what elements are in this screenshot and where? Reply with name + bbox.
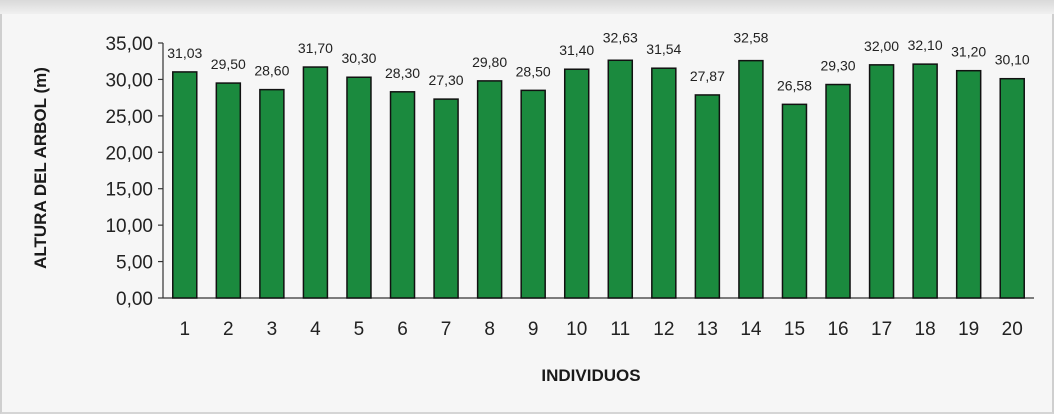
data-label: 32,00 (864, 38, 899, 54)
data-label: 31,03 (167, 45, 202, 61)
y-axis: 0,00 5,00 10,00 15,00 20,00 25,00 30,00 35,00 (105, 34, 164, 310)
x-tick-label: 17 (871, 319, 892, 340)
data-label: 29,80 (472, 54, 507, 70)
bar (476, 80, 503, 299)
data-label: 29,30 (821, 58, 856, 74)
bar (955, 69, 982, 299)
bar (302, 66, 329, 299)
x-tick-label: 18 (915, 319, 936, 340)
data-label: 31,20 (951, 44, 986, 60)
data-label: 29,50 (211, 56, 246, 72)
bar (259, 88, 285, 299)
x-tick-label: 9 (528, 319, 539, 340)
bar (433, 98, 459, 299)
data-label: 28,50 (516, 63, 551, 79)
bar (825, 83, 851, 299)
y-tick-label: 10,00 (105, 216, 153, 237)
bar (172, 71, 198, 299)
data-label: 32,58 (733, 30, 768, 46)
x-tick-label: 7 (441, 319, 452, 340)
data-labels: 31,03 29,50 28,60 31,70 30,30 28,30 27,30 29,80… (167, 29, 1030, 93)
bar (389, 91, 416, 299)
data-label: 30,30 (341, 50, 376, 66)
x-tick-label: 15 (784, 319, 805, 340)
y-tick-label: 5,00 (116, 253, 153, 274)
x-axis: 1 2 3 4 5 6 7 8 9 10 11 12 13 14 15 16 17 18 19 20 (163, 297, 1034, 340)
x-tick-label: 13 (697, 319, 718, 340)
data-label: 26,58 (777, 77, 812, 93)
x-tick-label: 6 (397, 319, 408, 340)
top-strip (0, 0, 1054, 14)
y-tick-label: 30,00 (105, 70, 153, 91)
x-tick-label: 14 (740, 319, 762, 340)
y-tick-label: 0,00 (116, 289, 153, 310)
y-tick-label: 15,00 (105, 180, 153, 201)
bar (694, 94, 721, 299)
x-tick-label: 4 (310, 319, 321, 340)
x-tick-label: 1 (179, 319, 190, 340)
x-axis-title: INDIVIDUOS (541, 366, 640, 385)
data-label: 31,40 (559, 42, 594, 58)
x-tick-label: 12 (653, 319, 674, 340)
x-tick-label: 2 (223, 319, 234, 340)
y-axis-title: ALTURA DEL ARBOL (m) (31, 67, 50, 269)
x-tick-label: 10 (566, 319, 587, 340)
data-label: 31,54 (646, 41, 681, 57)
bar (215, 82, 242, 299)
bar (346, 76, 372, 299)
bar (999, 77, 1025, 299)
x-tick-label: 8 (484, 319, 495, 340)
bar (912, 63, 938, 299)
x-tick-label: 3 (267, 319, 278, 340)
x-tick-label: 20 (1002, 319, 1023, 340)
x-tick-label: 11 (610, 319, 630, 340)
bar (738, 59, 764, 299)
bar (651, 67, 677, 299)
data-label: 30,10 (995, 52, 1030, 68)
bars (172, 59, 1025, 299)
x-tick-label: 19 (958, 319, 979, 340)
data-label: 28,60 (254, 63, 289, 79)
data-label: 32,63 (603, 29, 638, 45)
y-tick-label: 25,00 (105, 107, 153, 128)
data-label: 31,70 (298, 40, 333, 56)
bar (607, 59, 634, 299)
bar (868, 64, 895, 299)
data-label: 32,10 (908, 37, 943, 53)
bar (563, 68, 590, 299)
bar (781, 103, 808, 299)
bar (520, 89, 546, 299)
data-label: 28,30 (385, 65, 420, 81)
y-tick-label: 35,00 (105, 34, 153, 55)
y-tick-label: 20,00 (105, 143, 153, 164)
data-label: 27,87 (690, 68, 725, 84)
data-label: 27,30 (429, 72, 464, 88)
x-tick-label: 16 (827, 319, 848, 340)
x-tick-label: 5 (354, 319, 365, 340)
